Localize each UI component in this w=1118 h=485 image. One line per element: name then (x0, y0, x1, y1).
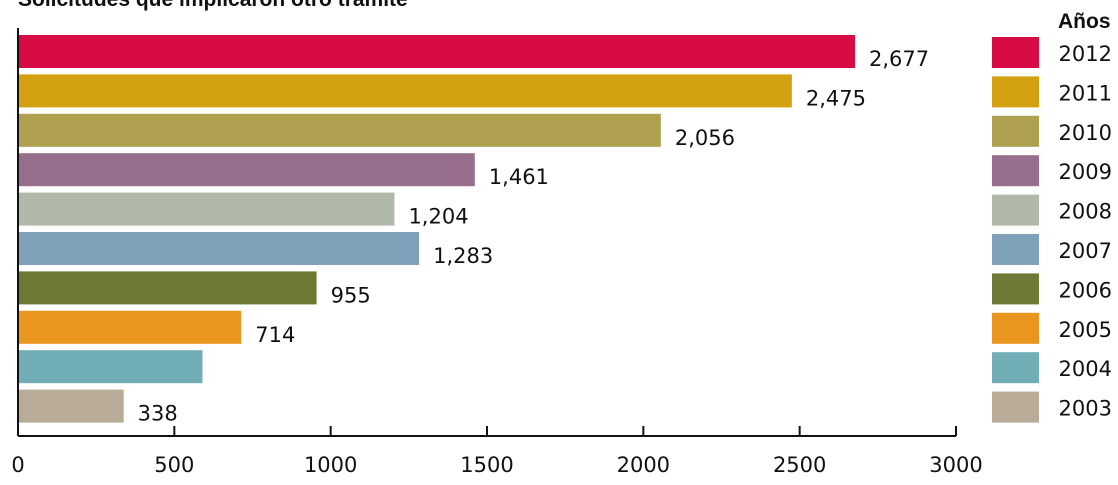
x-tick-label-2000: 2000 (617, 453, 670, 477)
legend-label-2003: 2003 (1059, 397, 1112, 421)
x-tick-label-1500: 1500 (460, 453, 513, 477)
legend-swatch-2005 (992, 312, 1039, 344)
value-label-2005: 714 (255, 323, 295, 347)
legend: 2012 2011 2010 2009 2008 2007 2006 2005 2004 2003 (992, 37, 1112, 423)
x-tick-label-500: 500 (154, 453, 194, 477)
bar-2012 (18, 35, 856, 68)
value-label-2009: 1,461 (489, 165, 549, 189)
x-tick-label-1000: 1000 (304, 453, 357, 477)
legend-label-2011: 2011 (1059, 81, 1112, 105)
bar-2006 (18, 271, 317, 305)
legend-label-2004: 2004 (1059, 357, 1112, 381)
x-axis: 0 500 1000 1500 2000 2500 3000 (11, 28, 983, 477)
legend-label-2010: 2010 (1059, 121, 1112, 145)
legend-swatch-2007 (992, 234, 1039, 265)
bar-2009 (18, 153, 475, 187)
bar-2007 (18, 232, 420, 265)
bar-2008 (18, 192, 395, 226)
legend-swatch-2011 (992, 76, 1039, 108)
value-label-2003: 338 (138, 402, 178, 426)
legend-label-2006: 2006 (1059, 278, 1112, 302)
legend-swatch-2012 (992, 37, 1039, 68)
bar-2005 (18, 310, 242, 344)
value-label-2007: 1,283 (433, 244, 493, 268)
legend-swatch-2004 (992, 352, 1039, 384)
value-label-2012: 2,677 (869, 47, 929, 71)
bar-2011 (18, 74, 792, 108)
value-label-2011: 2,475 (806, 86, 866, 110)
legend-label-2007: 2007 (1059, 239, 1112, 263)
legend-label-2005: 2005 (1059, 318, 1112, 342)
legend-swatch-2010 (992, 115, 1039, 147)
x-tick-label-2500: 2500 (773, 453, 826, 477)
value-label-2006: 955 (331, 283, 371, 307)
legend-swatch-2006 (992, 273, 1039, 305)
bar-2010 (18, 113, 661, 147)
legend-label-2008: 2008 (1059, 200, 1112, 224)
legend-swatch-2003 (992, 391, 1039, 423)
bars-group (18, 35, 856, 423)
bar-2004 (18, 350, 203, 384)
legend-swatch-2008 (992, 194, 1039, 226)
value-label-2010: 2,056 (675, 126, 735, 150)
bar-2003 (18, 389, 124, 423)
x-tick-label-3000: 3000 (929, 453, 982, 477)
chart-title: Solicitudes que implicaron otro trámite (18, 0, 408, 12)
legend-label-2009: 2009 (1059, 160, 1112, 184)
value-label-2008: 1,204 (408, 205, 468, 229)
legend-title: Años (1058, 10, 1111, 33)
legend-swatch-2009 (992, 155, 1039, 187)
x-tick-label-0: 0 (11, 453, 24, 477)
legend-label-2012: 2012 (1059, 42, 1112, 66)
